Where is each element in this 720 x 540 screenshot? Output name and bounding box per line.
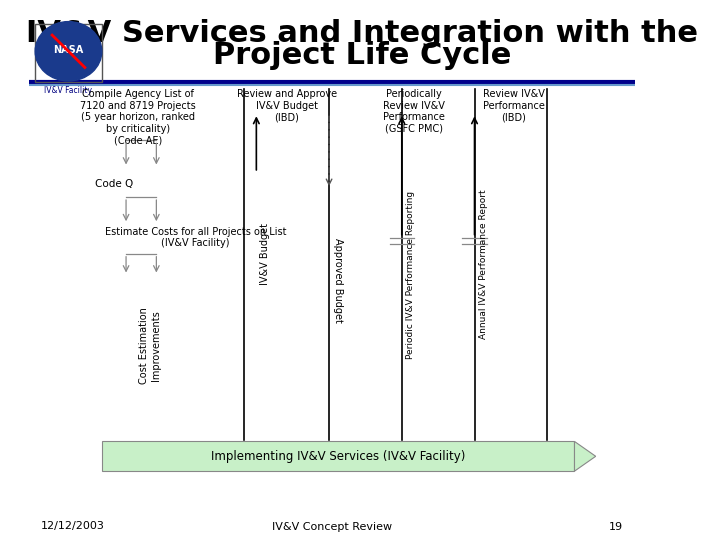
Text: IV&V Concept Review: IV&V Concept Review [272, 522, 392, 531]
Text: Project Life Cycle: Project Life Cycle [213, 41, 512, 70]
Text: Review and Approve
IV&V Budget
(IBD): Review and Approve IV&V Budget (IBD) [237, 89, 337, 122]
Text: IV&V Facility: IV&V Facility [45, 86, 92, 96]
Text: Cost Estimation
Improvements: Cost Estimation Improvements [140, 307, 161, 384]
Polygon shape [575, 442, 595, 471]
Text: NASA: NASA [53, 45, 84, 55]
Text: Review IV&V
Performance
(IBD): Review IV&V Performance (IBD) [483, 89, 545, 122]
Text: Estimate Costs for all Projects on List
(IV&V Facility): Estimate Costs for all Projects on List … [105, 227, 287, 248]
Text: Annual IV&V Performance Report: Annual IV&V Performance Report [479, 190, 488, 340]
Text: IV&V Services and Integration with the: IV&V Services and Integration with the [27, 19, 698, 48]
Text: Code Q: Code Q [95, 179, 133, 188]
Text: 12/12/2003: 12/12/2003 [41, 522, 105, 531]
Text: Compile Agency List of
7120 and 8719 Projects
(5 year horizon, ranked
by critica: Compile Agency List of 7120 and 8719 Pro… [81, 89, 196, 145]
Text: Periodic IV&V Performance Reporting: Periodic IV&V Performance Reporting [406, 191, 415, 360]
Circle shape [35, 22, 102, 81]
Text: IV&V Budget: IV&V Budget [261, 223, 271, 285]
FancyBboxPatch shape [102, 442, 575, 471]
Text: Periodically
Review IV&V
Performance
(GSFC PMC): Periodically Review IV&V Performance (GS… [383, 89, 445, 134]
Text: Approved Budget: Approved Budget [333, 238, 343, 323]
Text: 19: 19 [609, 522, 623, 531]
Text: Implementing IV&V Services (IV&V Facility): Implementing IV&V Services (IV&V Facilit… [211, 450, 465, 463]
